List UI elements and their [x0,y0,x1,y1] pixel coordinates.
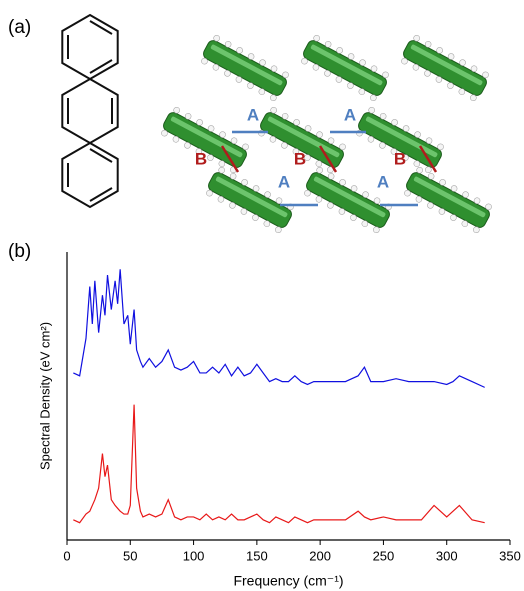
x-axis-label: Frequency (cm⁻¹) [233,573,343,589]
contact-label: A [377,172,389,191]
x-tick-label: 100 [183,548,205,563]
panel-label: (b) [8,241,31,262]
molecule [299,33,392,103]
figure: (a) (b) AAAABBB 050100150200250300350Fre… [0,0,524,591]
x-tick-label: 0 [63,548,70,563]
molecule [199,33,292,103]
spectrum-line [73,269,484,387]
molecule [402,165,495,235]
contact-label: A [247,105,259,124]
contact-label: B [195,149,207,168]
anthracene-structure [62,15,117,207]
contact-label: B [394,149,406,168]
x-tick-label: 150 [246,548,268,563]
panel-label: (a) [8,17,31,38]
x-tick-label: 350 [499,548,521,563]
x-tick-label: 250 [373,548,395,563]
y-axis-label: Spectral Density (eV cm²) [37,322,52,470]
contact-label: A [344,105,356,124]
contact-label: B [294,149,306,168]
x-tick-label: 200 [309,548,331,563]
spectrum-line [73,405,484,523]
x-tick-label: 50 [123,548,137,563]
contact-label: A [278,172,290,191]
molecule [399,33,492,103]
spectrum-plot: 0 50 100 150 200 250 300 350 Frequency (cm⁻¹) Spe… [37,252,520,589]
x-tick-label: 300 [436,548,458,563]
